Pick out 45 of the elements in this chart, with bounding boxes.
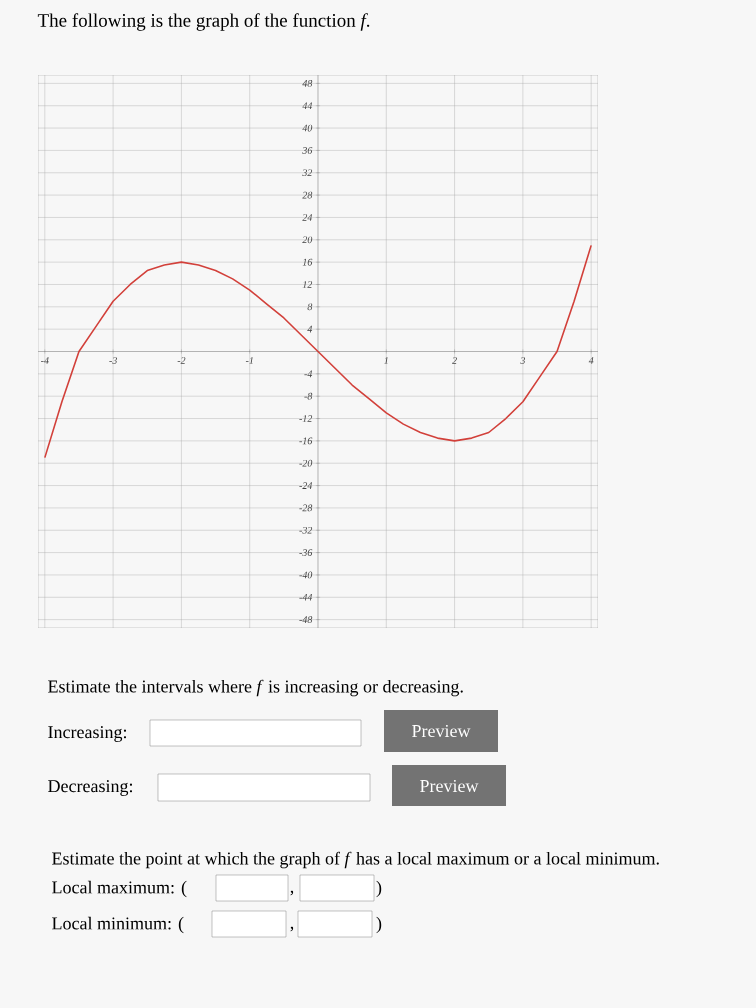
y-tick-label: 48 bbox=[302, 80, 313, 87]
y-tick-label: 16 bbox=[302, 258, 313, 266]
y-tick-label: 12 bbox=[302, 281, 313, 288]
y-tick-label: 24 bbox=[302, 214, 313, 221]
y-tick-label: 40 bbox=[302, 124, 313, 132]
text: Local maximum: ( bbox=[52, 880, 187, 898]
y-tick-label: -16 bbox=[299, 437, 313, 445]
y-tick-label: -24 bbox=[299, 482, 313, 489]
y-tick-label: -44 bbox=[299, 593, 313, 601]
y-tick-label: -8 bbox=[304, 392, 313, 400]
y-tick-label: -28 bbox=[299, 504, 313, 512]
y-tick-label: -48 bbox=[299, 616, 313, 623]
y-tick-label: 36 bbox=[302, 147, 313, 154]
text: Preview bbox=[412, 724, 471, 738]
chart-title: The following is the graph of the function f. bbox=[37, 13, 370, 31]
text: , bbox=[290, 926, 294, 932]
x-tick-label: -4 bbox=[41, 357, 49, 364]
text: ) bbox=[376, 880, 382, 898]
y-tick-label: 44 bbox=[302, 102, 313, 110]
y-tick-label: -20 bbox=[299, 459, 313, 467]
y-tick-label: -40 bbox=[299, 571, 313, 579]
x-tick-label: 3 bbox=[520, 357, 526, 364]
y-tick-label: -32 bbox=[299, 526, 313, 534]
y-tick-label: -36 bbox=[299, 549, 313, 556]
text: Estimate the intervals where f is increasing or decreasing. bbox=[48, 679, 463, 697]
y-tick-label: 8 bbox=[307, 303, 313, 311]
text: Preview bbox=[420, 779, 479, 793]
y-tick-label: -12 bbox=[299, 415, 313, 422]
text: Estimate the point at which the graph of f has a local maximum or a local minimum. bbox=[52, 851, 659, 869]
y-tick-label: 32 bbox=[302, 169, 313, 177]
y-tick-label: -4 bbox=[304, 370, 313, 378]
y-tick-label: 28 bbox=[302, 191, 313, 199]
y-tick-label: 20 bbox=[302, 236, 313, 244]
x-tick-label: -2 bbox=[177, 357, 186, 364]
x-tick-label: 2 bbox=[452, 357, 457, 364]
x-tick-label: 4 bbox=[588, 357, 594, 364]
x-tick-label: 1 bbox=[384, 357, 388, 364]
text: Decreasing: bbox=[48, 780, 133, 796]
text: ) bbox=[376, 916, 382, 934]
text: , bbox=[290, 890, 294, 896]
x-tick-label: -3 bbox=[109, 357, 117, 364]
text: Local minimum: ( bbox=[52, 916, 184, 934]
x-tick-label: -1 bbox=[245, 357, 253, 364]
y-tick-label: 4 bbox=[307, 325, 313, 333]
text: Increasing: bbox=[48, 726, 127, 742]
